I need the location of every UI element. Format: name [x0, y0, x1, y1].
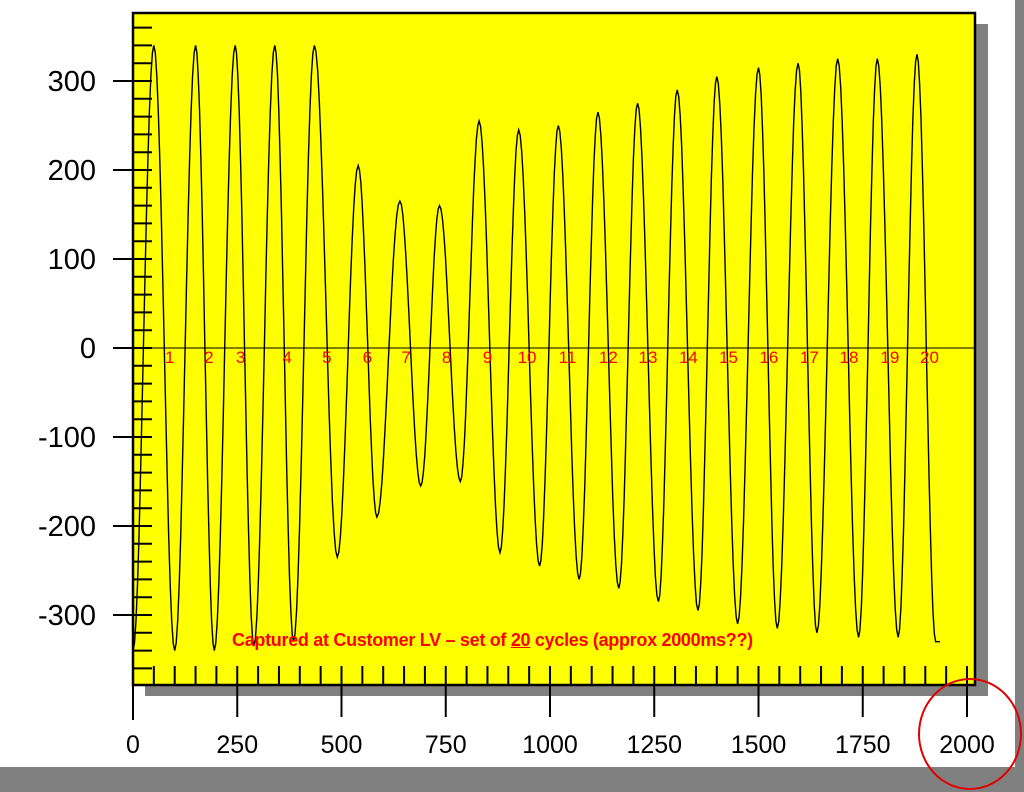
- x-tick-label: 1750: [835, 731, 891, 759]
- cycle-label: 17: [800, 348, 819, 367]
- y-tick-label: 0: [80, 333, 96, 365]
- plot-area: [131, 11, 977, 687]
- y-axis: 300 200 100 0 -100 -200 -300: [38, 66, 133, 632]
- cycle-label: 16: [759, 348, 778, 367]
- slide-right-band: [1015, 0, 1024, 767]
- cycle-label: 8: [442, 348, 451, 367]
- annotation-cycle-count: 20: [510, 630, 531, 650]
- cycle-label: 5: [322, 348, 331, 367]
- cycle-label: 9: [483, 348, 492, 367]
- x-tick-label: 250: [216, 731, 258, 759]
- y-tick-label: -100: [38, 422, 96, 454]
- x-tick-label: 0: [126, 731, 140, 759]
- cycle-label: 15: [719, 348, 738, 367]
- x-tick-label: 1000: [522, 731, 578, 759]
- slide-bottom-band: [0, 767, 1024, 792]
- cycle-label: 1: [165, 348, 174, 367]
- cycle-label: 10: [518, 348, 537, 367]
- highlight-circle-2000: [918, 678, 1022, 790]
- annotation-suffix: cycles (approx 2000ms??): [530, 630, 753, 650]
- cycle-label: 13: [639, 348, 658, 367]
- cycle-label: 3: [236, 348, 245, 367]
- y-tick-label: -200: [38, 511, 96, 543]
- x-tick-label: 1250: [626, 731, 682, 759]
- cycle-label: 19: [880, 348, 899, 367]
- cycle-label: 12: [599, 348, 618, 367]
- cycle-label: 11: [559, 348, 577, 367]
- y-tick-label: 100: [48, 244, 96, 276]
- cycle-label: 2: [204, 348, 213, 367]
- cycle-label: 7: [401, 348, 410, 367]
- x-tick-label: 750: [425, 731, 467, 759]
- cycle-label: 4: [283, 348, 292, 367]
- x-axis: 0 250 500 750 1000 1250 1500 1750 2000: [126, 685, 995, 759]
- annotation-prefix: Captured at Customer LV – set of: [232, 630, 511, 650]
- x-tick-label: 500: [321, 731, 363, 759]
- capture-annotation: Captured at Customer LV – set of 20 cycl…: [232, 630, 753, 651]
- cycle-label: 20: [920, 348, 939, 367]
- cycle-label: 14: [679, 348, 698, 367]
- waveform-line: [132, 45, 940, 651]
- x-tick-label: 1500: [731, 731, 787, 759]
- cycle-number-labels: 1 2 3 4 5 6 7 8 9 10 11 12 13 14 15 16 17 18 19 20: [165, 348, 939, 367]
- cycle-label: 18: [840, 348, 859, 367]
- y-tick-label: 300: [48, 66, 96, 98]
- cycle-label: 6: [363, 348, 372, 367]
- y-tick-label: 200: [48, 155, 96, 187]
- y-tick-label: -300: [38, 600, 96, 632]
